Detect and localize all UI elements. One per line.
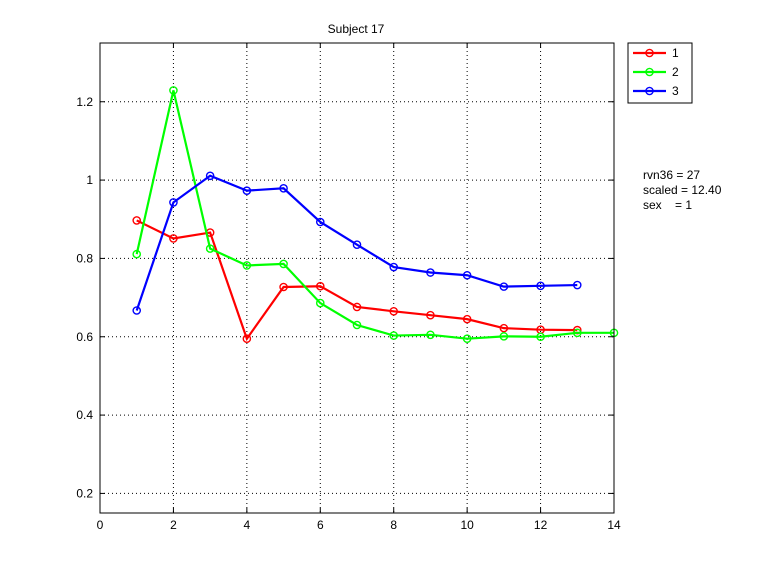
data-point (279, 184, 288, 193)
x-tick-label: 8 (390, 518, 397, 532)
legend-item: 1 (633, 46, 679, 60)
series-2 (132, 86, 619, 344)
data-point (499, 282, 509, 291)
y-tick-label: 1.2 (76, 95, 93, 109)
data-point (352, 302, 362, 312)
data-point (572, 280, 582, 290)
series-1 (132, 216, 582, 344)
legend-item: 3 (633, 84, 679, 98)
x-tick-label: 0 (97, 518, 104, 532)
chart-title: Subject 17 (328, 22, 385, 36)
y-tick-label: 0.4 (76, 408, 93, 422)
plot-frame (99, 42, 615, 514)
x-tick-label: 4 (244, 518, 251, 532)
x-tick-label: 14 (607, 518, 621, 532)
data-point (132, 216, 142, 225)
y-tick-label: 0.6 (76, 330, 93, 344)
data-point (499, 332, 509, 341)
x-tick-label: 10 (460, 518, 474, 532)
x-tick-label: 2 (170, 518, 177, 532)
legend-label: 2 (672, 65, 679, 79)
data-point (389, 331, 399, 340)
data-point (389, 306, 399, 316)
y-tick-label: 1 (86, 173, 93, 187)
annotation-line: scaled = 12.40 (643, 183, 722, 197)
data-point (132, 249, 142, 259)
legend-marker (645, 67, 654, 77)
data-point (205, 171, 215, 181)
series-layer (132, 86, 619, 344)
data-point (499, 323, 509, 333)
data-point (352, 320, 362, 330)
data-point (536, 332, 545, 342)
legend-item: 2 (633, 65, 679, 79)
data-point (315, 217, 325, 227)
data-point (315, 281, 325, 291)
series-line (136, 219, 578, 342)
data-point (426, 330, 435, 340)
data-point (242, 334, 252, 344)
x-tick-label: 12 (534, 518, 548, 532)
data-point (389, 262, 399, 272)
series-line (135, 90, 614, 340)
data-point (572, 328, 582, 338)
data-point (536, 281, 545, 291)
legend: 1 2 3 (627, 42, 693, 104)
legend-marker (645, 48, 654, 58)
plot-area (100, 43, 614, 513)
data-point (169, 198, 178, 207)
data-point (242, 186, 252, 195)
data-point (132, 306, 142, 315)
data-point (352, 240, 362, 250)
series-3 (132, 171, 582, 315)
y-tick-label: 0.8 (76, 251, 93, 265)
data-point (205, 244, 215, 253)
data-point (462, 270, 472, 280)
series-line (135, 174, 578, 311)
annotation-line: sex = 1 (643, 198, 693, 212)
data-point (279, 282, 288, 292)
annotation-line: rvn36 = 27 (643, 168, 701, 182)
y-tick-label: 0.2 (76, 486, 93, 500)
data-point (462, 314, 472, 324)
data-point (169, 234, 178, 243)
data-point (242, 261, 252, 270)
data-point (315, 298, 325, 308)
data-point (279, 259, 288, 269)
axes: 0 2 4 6 8 10 12 14 0.2 0.4 0.6 0.8 1 1.2 (76, 43, 621, 532)
legend-marker (645, 86, 654, 96)
data-point (462, 334, 472, 344)
data-point (426, 310, 435, 320)
data-point (169, 86, 178, 95)
legend-label: 3 (672, 84, 679, 98)
x-tick-label: 6 (317, 518, 324, 532)
data-point (426, 268, 435, 277)
legend-label: 1 (672, 46, 679, 60)
